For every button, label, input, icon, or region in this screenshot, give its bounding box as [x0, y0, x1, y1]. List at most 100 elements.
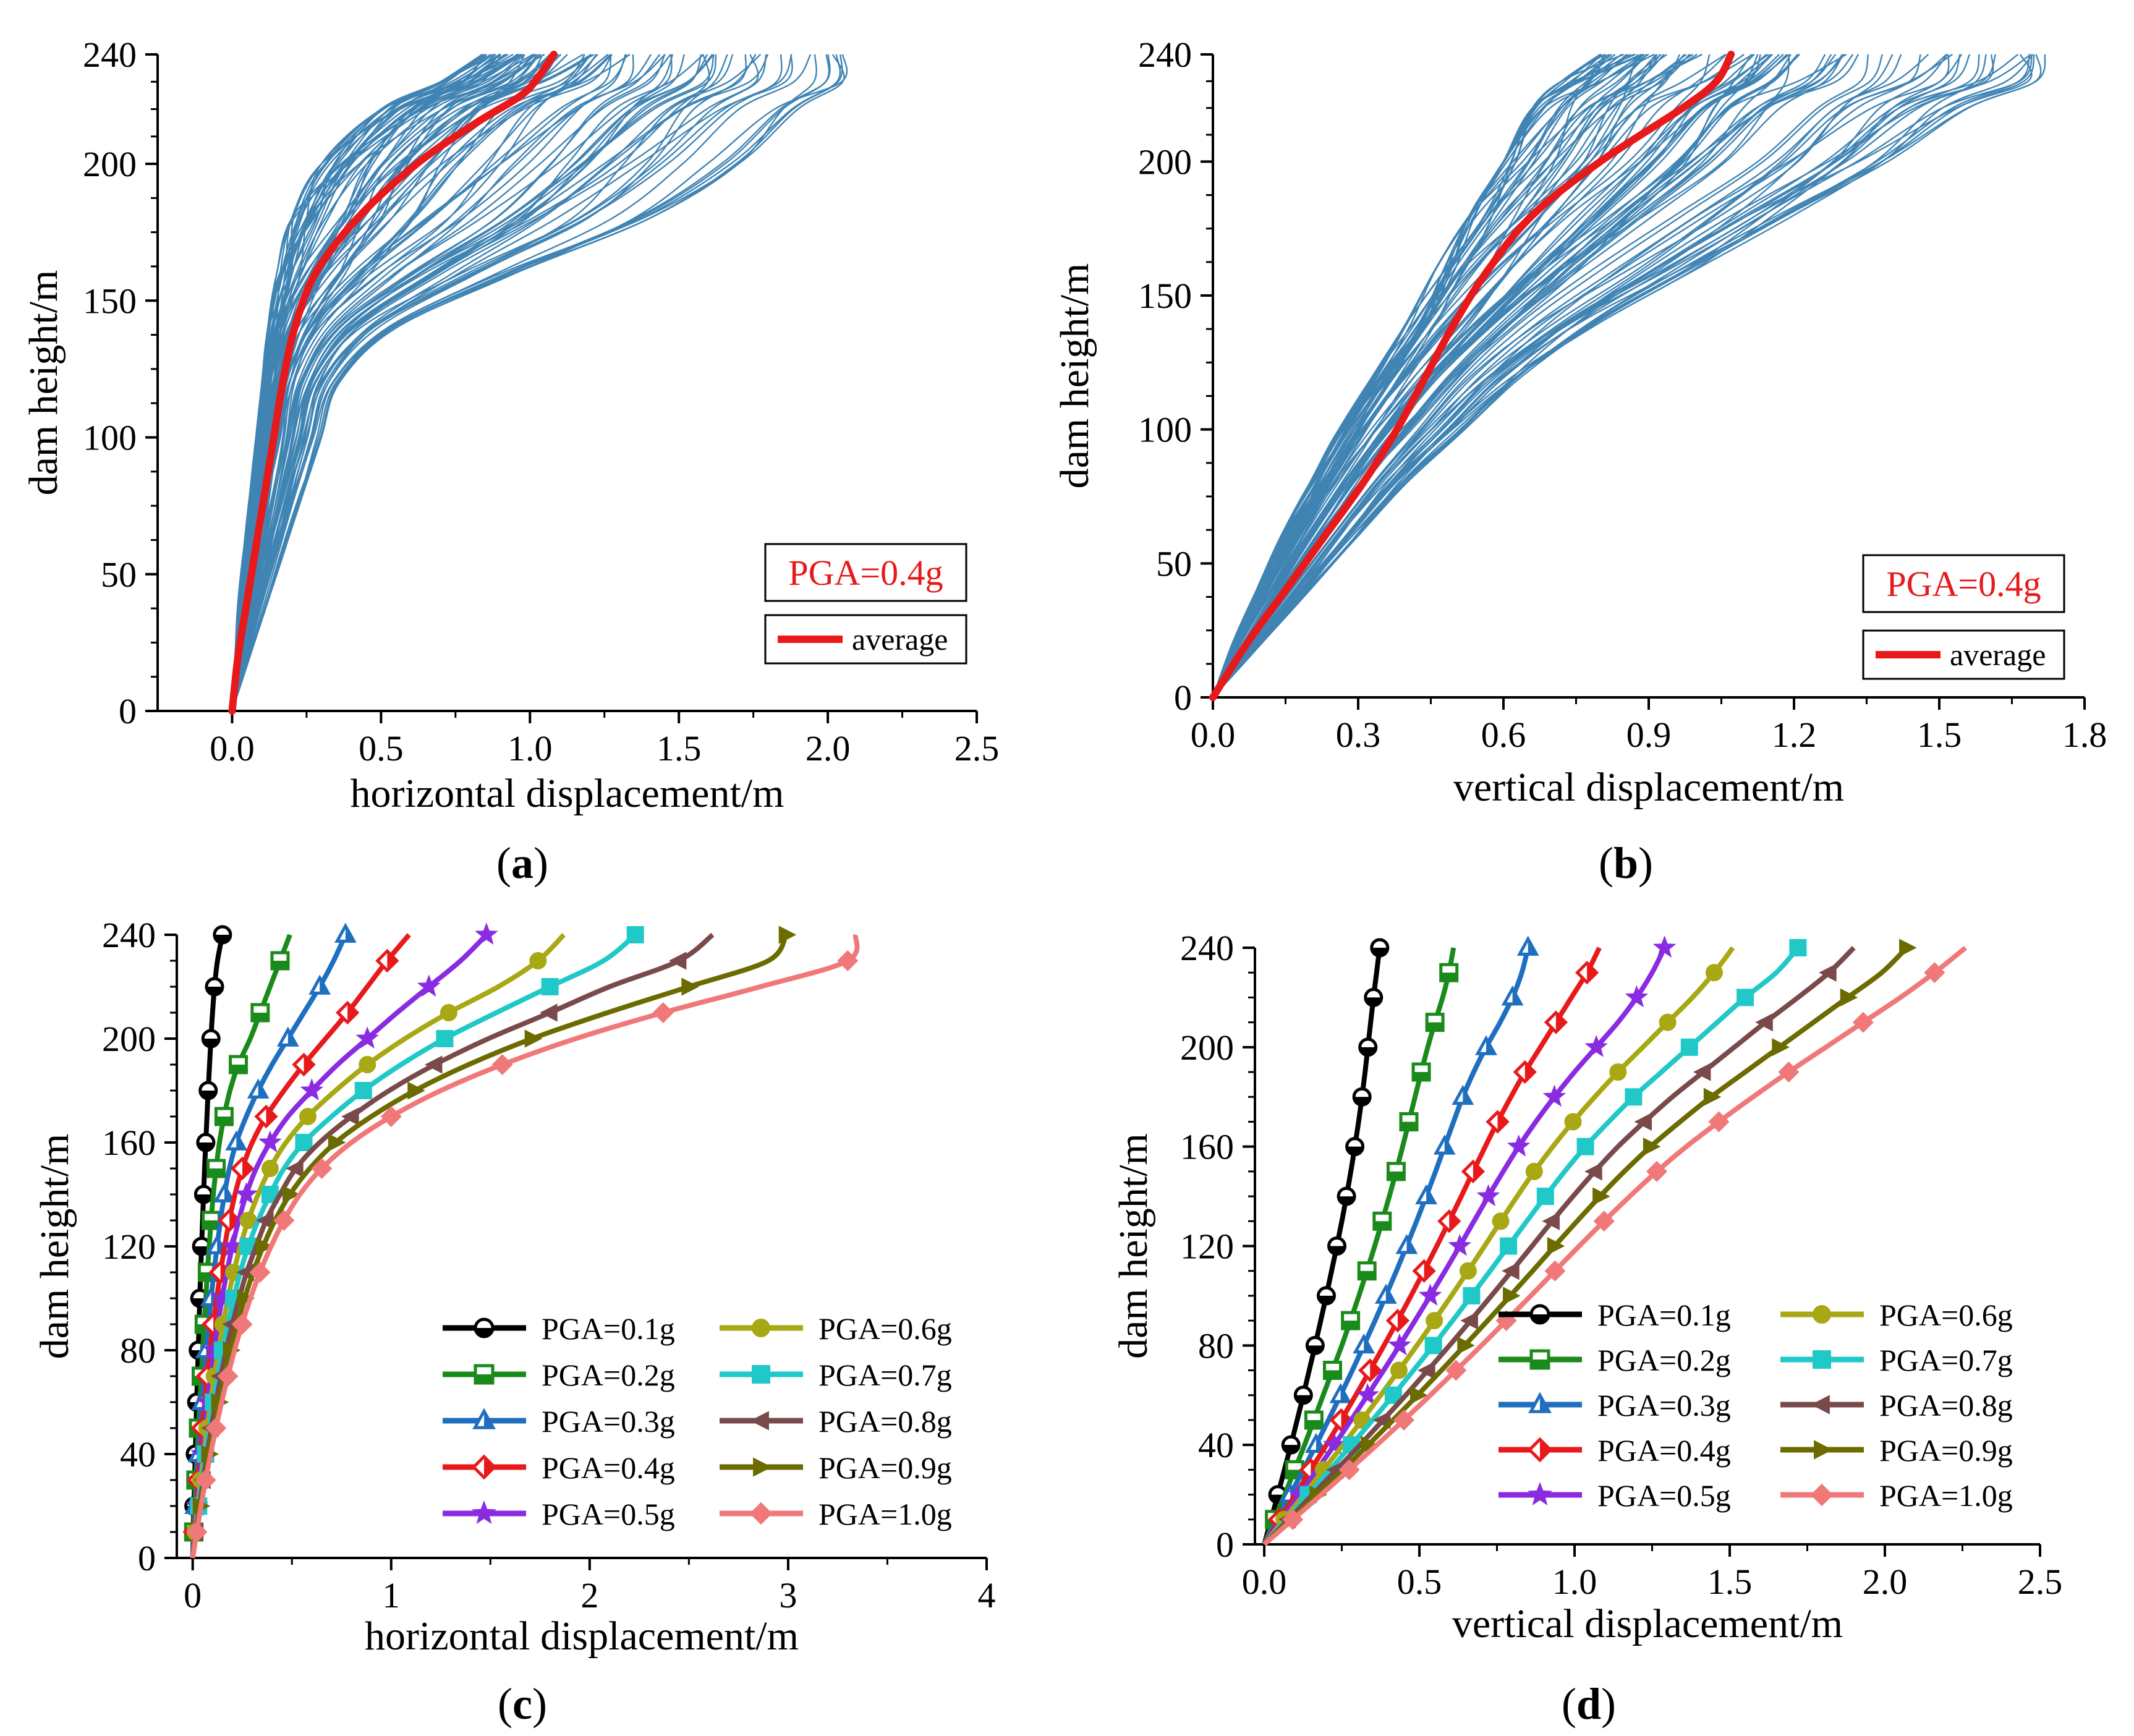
data-point	[1778, 1062, 1800, 1083]
data-point	[328, 1133, 346, 1152]
legend-item: PGA=0.1g	[1498, 1298, 1731, 1332]
x-tick-label: 2.5	[2018, 1562, 2063, 1602]
data-point	[1448, 1233, 1472, 1256]
legend-label: PGA=0.5g	[542, 1497, 675, 1531]
panel-d: 0.0 0.5 1.0 1.5 2.0 2.5 0 40 80 120 160 200 240 verti…	[1111, 928, 2062, 1729]
ensemble-curve	[1212, 54, 1790, 698]
data-point-fill	[1524, 1062, 1535, 1082]
data-point-fill	[217, 1237, 226, 1253]
legend-marker-fill	[484, 1457, 495, 1478]
data-point	[195, 1469, 216, 1491]
data-point	[1840, 988, 1858, 1007]
y-tick-label: 50	[1156, 543, 1192, 584]
data-point	[1547, 1236, 1565, 1256]
data-point	[1789, 939, 1807, 956]
panel-b: 0.0 0.3 0.6 0.9 1.2 1.5 1.8 0 50 100 150 200 240 vert…	[1052, 35, 2107, 888]
ensemble-curve	[231, 54, 715, 712]
data-point-fill	[203, 1220, 219, 1228]
ensemble-curve	[1212, 54, 1780, 698]
data-point-fill	[271, 961, 288, 969]
data-point	[1452, 1084, 1474, 1105]
data-point	[311, 1157, 333, 1180]
legend-marker	[753, 1457, 772, 1477]
ensemble-curve	[231, 54, 666, 712]
legend-marker	[1529, 1304, 1550, 1325]
legend-label: PGA=0.3g	[1597, 1388, 1731, 1423]
x-tick-label: 3	[779, 1575, 797, 1615]
series-pga-0-3g	[1262, 935, 1539, 1546]
data-point	[308, 974, 331, 995]
data-point	[273, 1209, 295, 1232]
data-point	[1304, 1410, 1324, 1430]
legend-marker	[752, 1365, 770, 1384]
caption-letter: a	[511, 838, 534, 888]
data-point	[201, 1029, 221, 1049]
data-point	[424, 1055, 443, 1074]
x-axis-label: vertical displacement/m	[1452, 1601, 1843, 1646]
ensemble-curve	[231, 54, 734, 712]
data-point-fill	[387, 951, 397, 971]
caption-paren-close: )	[534, 838, 548, 888]
plot-area	[228, 51, 848, 715]
legend-item: PGA=1.0g	[720, 1497, 952, 1531]
panel-caption: (b)	[1599, 838, 1653, 888]
pga-annotation-text: PGA=0.4g	[1886, 564, 2041, 604]
data-point	[1399, 1112, 1419, 1131]
data-point	[300, 1078, 324, 1100]
legend-item: PGA=0.8g	[1780, 1388, 2013, 1423]
data-point	[254, 1104, 278, 1129]
data-point	[225, 1130, 248, 1151]
data-point	[299, 1108, 317, 1125]
data-point	[1460, 1311, 1478, 1330]
data-point	[1646, 1160, 1668, 1182]
data-point	[1819, 963, 1837, 982]
data-point	[1475, 1035, 1497, 1055]
data-point	[837, 950, 859, 972]
ensemble-curve	[1212, 54, 1854, 698]
data-point	[335, 1000, 360, 1025]
y-tick-label: 40	[120, 1434, 156, 1474]
data-point	[1461, 1159, 1486, 1184]
data-point	[540, 1003, 558, 1022]
x-tick-label: 2.5	[954, 728, 1000, 768]
data-point	[681, 977, 699, 996]
ensemble-curve	[1212, 53, 1847, 698]
y-tick-label: 150	[83, 281, 137, 321]
data-point-fill	[1427, 1022, 1443, 1031]
ensemble-curve	[1212, 54, 1902, 698]
plot-area	[1209, 51, 2046, 701]
series-line	[1262, 946, 1856, 1546]
legend-item: PGA=0.3g	[443, 1404, 675, 1439]
y-tick-label: 80	[120, 1330, 156, 1371]
data-point	[258, 1130, 282, 1152]
average-curve	[228, 51, 558, 715]
data-point-fill	[1374, 1221, 1390, 1230]
ensemble-curve	[1212, 54, 1769, 698]
data-point	[1364, 987, 1384, 1007]
legend-item: PGA=0.7g	[720, 1358, 952, 1392]
pga-annotation: PGA=0.4g	[764, 543, 967, 602]
data-point-fill	[216, 1117, 232, 1125]
data-point	[380, 1105, 402, 1128]
x-tick-label: 0.5	[1397, 1562, 1442, 1602]
data-point	[354, 1082, 372, 1099]
legend-marker-fill	[475, 1374, 493, 1383]
data-point-fill	[211, 1289, 220, 1305]
data-point	[1305, 1432, 1327, 1453]
caption-paren-close: )	[1601, 1679, 1616, 1729]
ensemble-curve	[231, 54, 728, 712]
data-point-fill	[203, 1039, 219, 1047]
pga-annotation-text: PGA=0.4g	[788, 553, 943, 593]
legend-label: PGA=1.0g	[1879, 1478, 2013, 1513]
caption-letter: b	[1613, 838, 1638, 888]
legend-item: PGA=0.1g	[443, 1311, 675, 1346]
data-point-fill	[1370, 1360, 1380, 1381]
ensemble-curve	[1212, 53, 1953, 698]
legend-marker	[749, 1502, 773, 1525]
pga-annotation: PGA=0.4g	[1862, 554, 2065, 613]
data-point	[295, 1134, 313, 1151]
data-point	[1445, 1359, 1467, 1381]
legend-label: PGA=0.8g	[818, 1404, 952, 1439]
data-point-fill	[1307, 1345, 1324, 1354]
data-point-fill	[1365, 997, 1382, 1006]
